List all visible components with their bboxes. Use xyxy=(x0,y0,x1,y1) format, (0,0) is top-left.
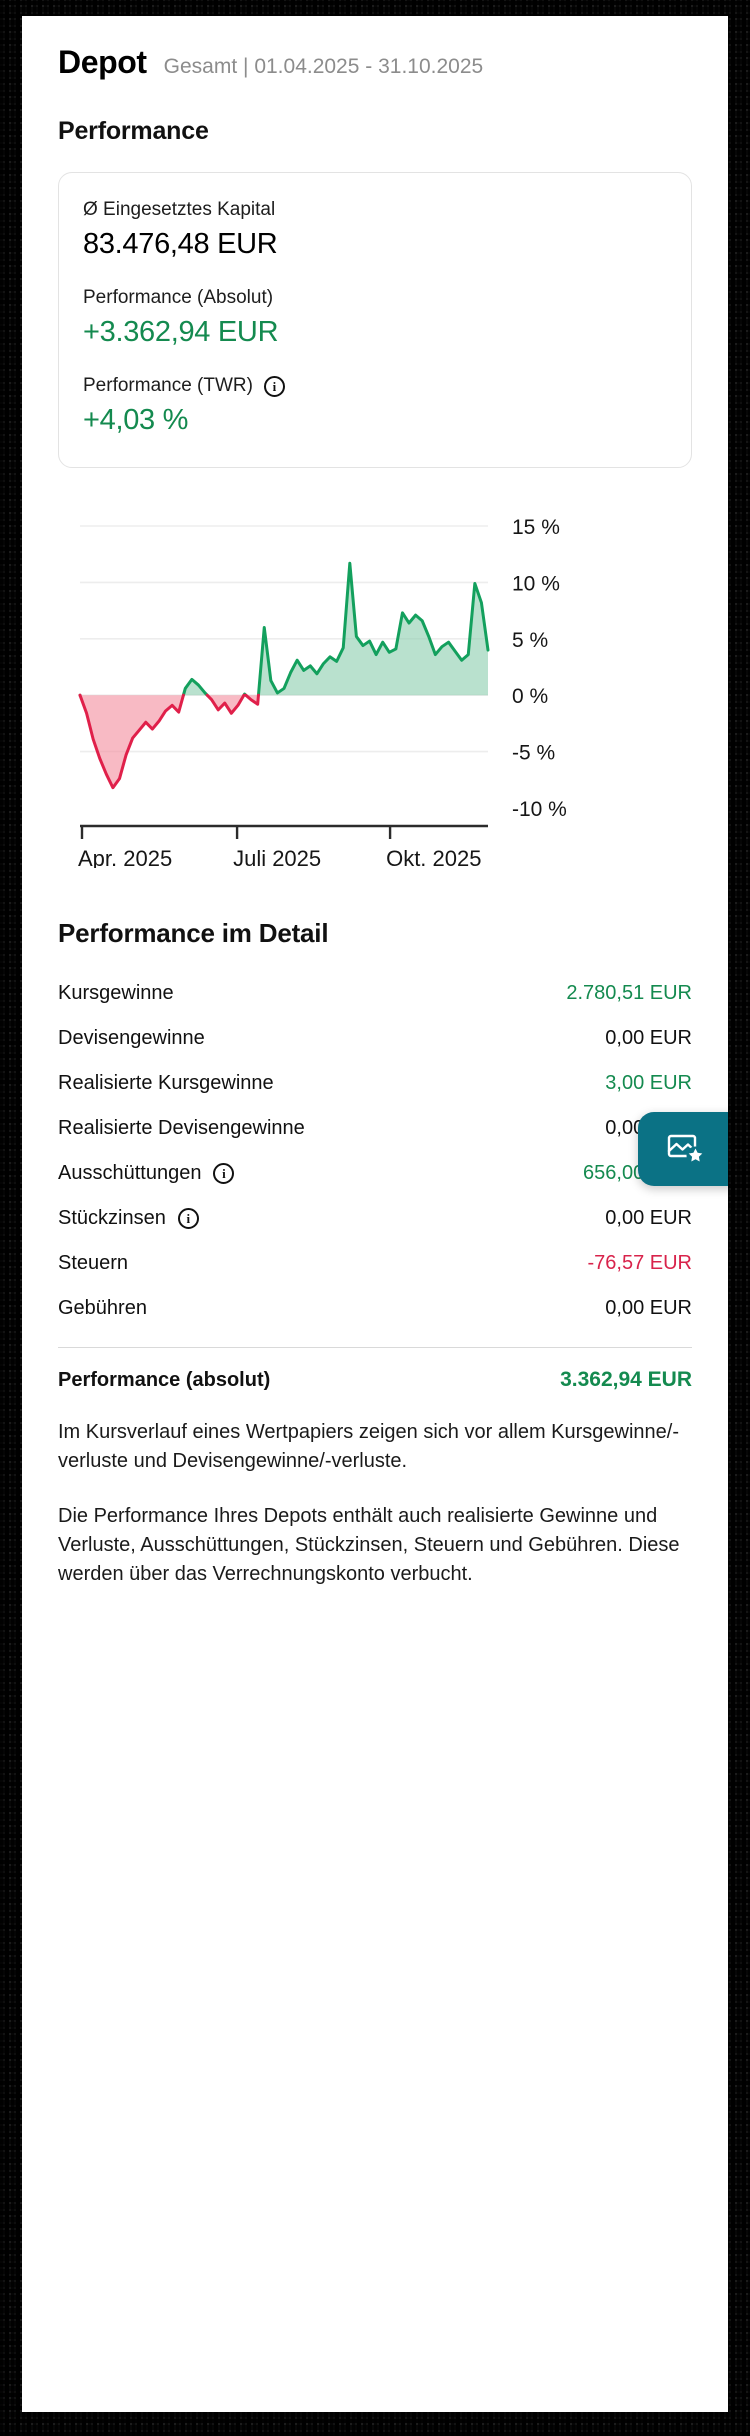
performance-summary-card: Ø Eingesetztes Kapital 83.476,48 EUR Per… xyxy=(58,172,692,468)
table-row: Gebühren 0,00 EUR xyxy=(58,1286,692,1331)
chart-xtick-label: Okt. 2025 xyxy=(386,846,481,868)
row-label-text: Steuern xyxy=(58,1252,129,1274)
info-icon[interactable]: i xyxy=(263,375,285,397)
metric-label: Performance (TWR) i xyxy=(83,375,667,397)
chart-ytick-label: -5 % xyxy=(512,742,555,765)
info-icon[interactable]: i xyxy=(177,1208,199,1229)
export-report-button[interactable] xyxy=(638,1112,728,1186)
row-label: Realisierte Kursgewinne xyxy=(58,1072,274,1095)
row-label-text: Devisengewinne xyxy=(58,1027,205,1049)
row-label: Stückzinsen i xyxy=(58,1207,199,1230)
row-value: 3,00 EUR xyxy=(605,1072,692,1094)
total-divider: Performance (absolut) 3.362,94 EUR xyxy=(58,1347,692,1392)
row-label: Ausschüttungen i xyxy=(58,1162,235,1185)
table-row-total: Performance (absolut) 3.362,94 EUR xyxy=(58,1368,692,1392)
metric-label: Performance (Absolut) xyxy=(83,287,667,309)
row-value: 0,00 EUR xyxy=(605,1027,692,1049)
row-value: 0,00 EUR xyxy=(605,1297,692,1319)
row-label-text: Kursgewinne xyxy=(58,982,174,1004)
note-performance-depot: Die Performance Ihres Depots enthält auc… xyxy=(58,1505,680,1585)
row-value: -76,57 EUR xyxy=(587,1252,693,1274)
table-row: Realisierte Kursgewinne 3,00 EUR xyxy=(58,1061,692,1106)
row-label: Steuern xyxy=(58,1252,128,1275)
metric-value: +4,03 % xyxy=(83,404,189,436)
table-row: Devisengewinne 0,00 EUR xyxy=(58,1016,692,1061)
row-label-text: Realisierte Kursgewinne xyxy=(58,1072,274,1094)
performance-section-title: Performance xyxy=(58,117,209,145)
detail-section-title: Performance im Detail xyxy=(58,918,329,948)
chart-area-positive xyxy=(258,563,488,696)
metric-value: +3.362,94 EUR xyxy=(83,316,279,348)
chart-ytick-label: 10 % xyxy=(512,572,560,595)
row-label: Gebühren xyxy=(58,1297,147,1320)
page-title: Depot xyxy=(58,44,147,80)
chart-line-positive xyxy=(256,561,490,697)
performance-chart[interactable]: 15 % 10 % 5 % 0 % -5 % -10 % Apr. 2025 Juli 202… xyxy=(58,508,692,868)
row-label-text: Realisierte Devisengewinne xyxy=(58,1117,305,1139)
performance-chart-svg[interactable]: 15 % 10 % 5 % 0 % -5 % -10 % Apr. 2025 Juli 202… xyxy=(58,508,692,868)
chart-xtick-label: Juli 2025 xyxy=(233,846,321,868)
chart-line-negative xyxy=(244,693,260,706)
row-label: Realisierte Devisengewinne xyxy=(58,1117,305,1140)
chart-ytick-label: -10 % xyxy=(512,798,567,821)
metric-label-text: Performance (Absolut) xyxy=(83,287,274,308)
chart-ytick-label: 5 % xyxy=(512,629,548,652)
total-value: 3.362,94 EUR xyxy=(560,1368,692,1391)
detail-rows: Kursgewinne 2.780,51 EUR Devisengewinne 0,0… xyxy=(58,971,692,1331)
metric-performance-absolut: Performance (Absolut) +3.362,94 EUR xyxy=(83,287,667,349)
chart-area-negative xyxy=(80,695,184,788)
page-subtitle-daterange: Gesamt | 01.04.2025 - 31.10.2025 xyxy=(163,55,484,78)
table-row: Kursgewinne 2.780,51 EUR xyxy=(58,971,692,1016)
info-icon[interactable]: i xyxy=(213,1163,235,1184)
metric-performance-twr: Performance (TWR) i +4,03 % xyxy=(83,375,667,437)
row-label: Devisengewinne xyxy=(58,1027,205,1050)
metric-eingesetztes-kapital: Ø Eingesetztes Kapital 83.476,48 EUR xyxy=(83,199,667,261)
row-value: 0,00 EUR xyxy=(605,1207,692,1229)
chart-line-negative xyxy=(78,693,185,790)
table-row: Steuern -76,57 EUR xyxy=(58,1241,692,1286)
metric-label-text: Performance (TWR) xyxy=(83,375,253,396)
note-kursverlauf: Im Kursverlauf eines Wertpapiers zeigen … xyxy=(58,1421,680,1472)
row-label-text: Gebühren xyxy=(58,1297,147,1319)
chart-line-negative xyxy=(205,693,246,715)
chart-xtick-label: Apr. 2025 xyxy=(78,846,172,868)
row-value: 2.780,51 EUR xyxy=(566,982,692,1004)
chart-line-positive xyxy=(181,677,209,697)
metric-label-text: Ø Eingesetztes Kapital xyxy=(83,199,276,220)
page-header: Depot Gesamt | 01.04.2025 - 31.10.2025 xyxy=(58,16,692,81)
chart-ytick-label: 0 % xyxy=(512,685,548,708)
metric-value: 83.476,48 EUR xyxy=(83,228,278,260)
row-label: Kursgewinne xyxy=(58,982,174,1005)
table-row: Stückzinsen i 0,00 EUR xyxy=(58,1196,692,1241)
row-label-text: Ausschüttungen xyxy=(58,1162,202,1184)
metric-label: Ø Eingesetztes Kapital xyxy=(83,199,667,221)
total-label: Performance (absolut) xyxy=(58,1368,271,1391)
document-star-icon xyxy=(667,1134,705,1165)
chart-ytick-label: 15 % xyxy=(512,516,560,539)
app-screen: Depot Gesamt | 01.04.2025 - 31.10.2025 P… xyxy=(22,16,728,2412)
row-label-text: Stückzinsen xyxy=(58,1207,166,1229)
